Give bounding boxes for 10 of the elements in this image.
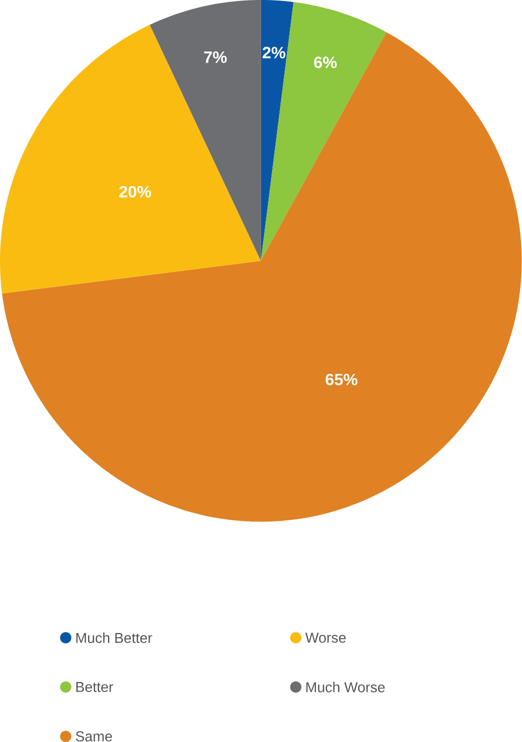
data-label: 7% — [204, 51, 227, 63]
legend-label: Much Worse — [306, 682, 385, 692]
data-label: 65% — [326, 374, 358, 386]
legend-label: Same — [76, 731, 112, 742]
legend-label: Better — [76, 682, 114, 692]
legend-label: Much Better — [76, 632, 152, 644]
data-label: 6% — [314, 56, 337, 68]
data-label: 2% — [262, 46, 286, 58]
data-label: 20% — [119, 186, 152, 198]
legend-label: Worse — [305, 632, 346, 643]
